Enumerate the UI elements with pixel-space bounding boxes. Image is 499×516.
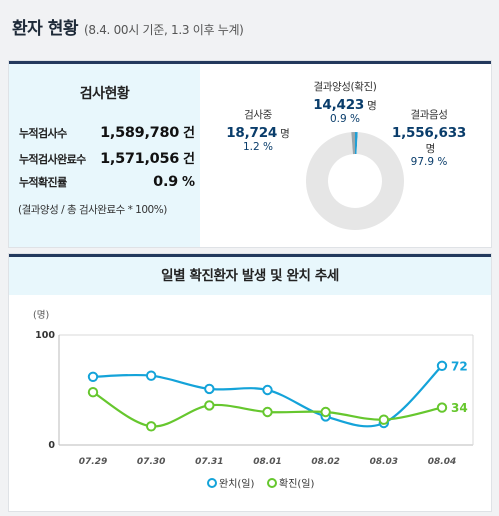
legend-label: 확진(일) [279,478,315,490]
y-tick-label: 100 [35,330,55,341]
data-point [378,414,390,425]
x-tick-label: 07.31 [195,457,223,467]
end-value-label: 34 [451,401,468,415]
x-tick-label: 08.01 [253,457,281,467]
test-status-panel: 검사현황 누적검사수 1,589,780 건 누적검사완료수 1,571,056… [9,61,491,247]
y-axis-unit-label: (명) [33,310,49,321]
page-title: 환자 현황 [12,19,78,39]
daily-trend-panel: 일별 확진환자 발생 및 완치 추세 (명) 0 100 07.29 07.30 07.3… [9,254,491,511]
data-point [145,421,157,432]
stat-label: 누적확진률 [19,176,67,189]
data-point [87,371,99,383]
stat-label: 누적검사완료수 [19,153,86,166]
donut-label-unit: 명 [425,143,436,155]
donut-label-negative: 결과음성 1,556,633 명 97.9 % [383,107,475,168]
stat-label: 누적검사수 [19,127,67,140]
donut-label-percent: 97.9 % [410,156,448,168]
donut-label-unit: 명 [367,100,377,112]
donut-label-name: 결과음성 [410,109,448,121]
stat-unit: 건 [183,152,195,167]
donut-area: 결과양성(확진) 14,423 명 0.9 % 검사중 18,724 명 1.2 %… [200,64,491,247]
data-point [262,406,273,418]
legend-marker [267,478,277,488]
stat-row-total-tests: 누적검사수 1,589,780 건 [19,122,195,142]
stat-unit: % [181,175,195,190]
line-chart: (명) 0 100 07.29 07.30 07.31 08.01 08.02 08.03 08.… [33,310,474,490]
donut-label-unit: 명 [280,128,290,140]
x-tick-label: 08.02 [311,457,339,467]
donut-slice-positive [355,132,358,155]
stat-row-positive-rate: 누적확진률 0.9 % [19,174,195,194]
positive-rate-formula: (결과양성 / 총 검사완료수 * 100%) [18,204,167,216]
stat-value: 1,571,056 [100,151,180,167]
x-tick-label: 08.04 [428,457,456,467]
donut-slice-negative [306,132,404,230]
data-point [204,400,215,411]
donut-label-number: 14,423 [313,97,365,113]
chart-title: 일별 확진환자 발생 및 완치 추세 [9,257,491,295]
donut-label-testing: 검사중 18,724 명 1.2 % [218,107,298,153]
data-point [320,406,331,418]
donut-label-name: 검사중 [244,109,272,121]
legend-marker [207,478,217,488]
stat-unit: 건 [183,126,195,141]
stat-row-completed-tests: 누적검사완료수 1,571,056 건 [19,148,195,168]
x-tick-label: 07.30 [137,457,165,467]
page-header: 환자 현황 (8.4. 00시 기준, 1.3 이후 누계) [12,14,244,44]
data-point [436,402,448,413]
stat-value: 0.9 [153,174,178,190]
donut-label-positive: 결과양성(확진) 14,423 명 0.9 % [305,79,385,125]
test-stats-box: 검사현황 누적검사수 1,589,780 건 누적검사완료수 1,571,056… [9,64,200,247]
test-stats-title: 검사현황 [79,86,130,102]
donut-chart [306,132,404,230]
stat-value: 1,589,780 [100,125,180,141]
page-subtitle: (8.4. 00시 기준, 1.3 이후 누계) [83,23,244,37]
data-point [145,370,157,381]
x-tick-label: 07.29 [79,457,107,467]
data-point [262,384,273,396]
x-tick-label: 08.03 [370,457,398,467]
end-value-label: 72 [451,359,468,373]
data-point [87,387,99,398]
y-tick-label: 0 [48,440,55,451]
donut-slice-testing [351,132,355,155]
donut-label-name: 결과양성(확진) [313,81,377,93]
data-point [436,360,448,372]
data-point [204,383,215,395]
donut-label-percent: 1.2 % [242,141,273,153]
donut-label-number: 1,556,633 [391,125,467,141]
legend-label: 완치(일) [219,478,255,490]
donut-label-percent: 0.9 % [329,113,360,125]
donut-label-number: 18,724 [226,125,278,141]
series-line-recovered [92,365,443,428]
